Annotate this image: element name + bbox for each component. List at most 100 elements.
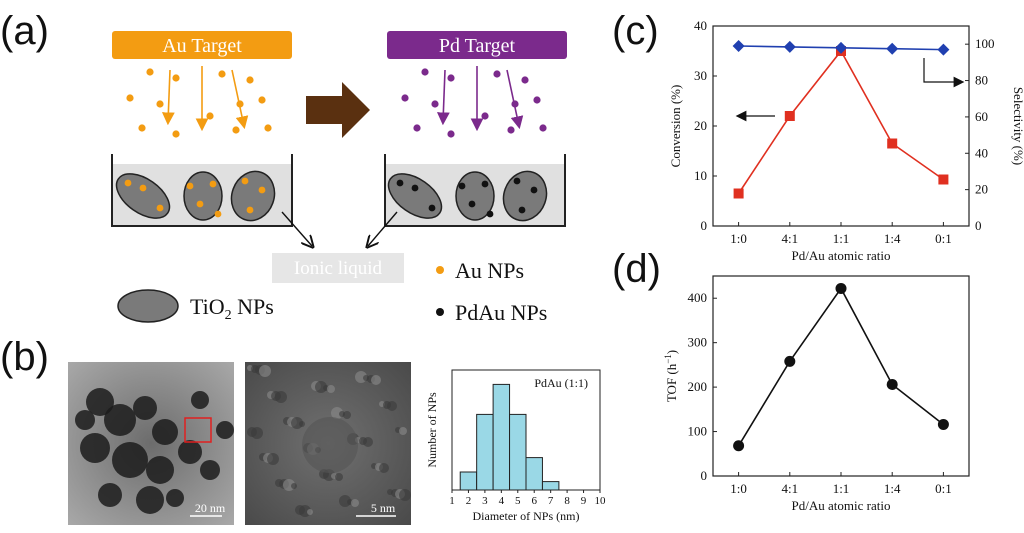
pdau-nanoparticle — [428, 204, 436, 212]
tio2-particle — [502, 170, 548, 222]
histogram-y-axis-label: Number of NPs — [425, 392, 439, 468]
conversion-point — [887, 138, 898, 149]
nanoparticle-cluster — [136, 486, 164, 514]
pdau-nanoparticle — [530, 186, 538, 194]
lattice-texture — [379, 463, 389, 473]
selectivity-point — [886, 42, 899, 55]
au-nanoparticle — [186, 182, 194, 190]
au-nanoparticle — [209, 180, 217, 188]
au-np-legend-dot — [436, 266, 444, 274]
tio2-legend-symbol — [117, 289, 179, 323]
au-nanoparticle — [124, 179, 132, 187]
pd-target-label: Pd Target — [439, 35, 516, 57]
pd-particle — [421, 68, 429, 76]
panel-label-c: (c) — [612, 9, 659, 53]
chart-d-x-axis-label: Pd/Au atomic ratio — [792, 498, 891, 513]
histogram-x-tick-label: 10 — [595, 495, 607, 507]
pd-particle — [481, 112, 489, 120]
nanoparticle-cluster — [191, 391, 209, 409]
chart-c-right-tick-label: 80 — [975, 73, 988, 88]
chart-d-y-tick-label: 0 — [701, 468, 708, 483]
chart-c-left-tick-label: 40 — [694, 18, 707, 33]
au-particle — [172, 74, 180, 82]
nanoparticle-cluster — [133, 396, 157, 420]
nanoparticle-cluster — [200, 460, 220, 480]
au-nanoparticle — [139, 184, 147, 192]
tio2-particle — [230, 170, 276, 222]
lattice-texture — [327, 385, 335, 393]
nanoparticle-cluster — [112, 442, 148, 478]
pdau-nanoparticle — [458, 182, 466, 190]
pdau-nanoparticle — [481, 180, 489, 188]
chart-d-x-tick-label: 4:1 — [781, 481, 798, 496]
au-particle — [138, 124, 146, 132]
chart-c-left-tick-label: 0 — [701, 218, 708, 233]
tof-line — [737, 286, 944, 447]
pd-particle — [507, 126, 515, 134]
conversion-point — [733, 188, 744, 199]
particle-domain — [302, 417, 358, 473]
au-sputter-particles — [126, 66, 272, 138]
selectivity-point — [783, 40, 796, 53]
pd-particle — [413, 124, 421, 132]
histogram-bar — [492, 383, 511, 491]
histogram-x-tick-label: 6 — [531, 495, 537, 507]
histogram-x-tick-label: 8 — [564, 495, 570, 507]
chart-c-right-tick-label: 0 — [975, 218, 982, 233]
histogram-bar — [509, 413, 527, 491]
pd-particle — [447, 130, 455, 138]
chart-c-left-tick-label: 20 — [694, 118, 707, 133]
tof-point — [937, 418, 949, 430]
au-nanoparticle — [196, 200, 204, 208]
panel-label-b: (b) — [0, 335, 49, 379]
process-arrow — [306, 82, 370, 138]
histogram-x-axis-label: Diameter of NPs (nm) — [473, 509, 580, 523]
nanoparticle-cluster — [216, 421, 234, 439]
tof-point — [733, 440, 745, 452]
lattice-texture — [275, 391, 287, 403]
scale-bar-2-label: 5 nm — [371, 501, 396, 515]
chart-c-x-axis-label: Pd/Au atomic ratio — [792, 248, 891, 263]
pd-particle — [533, 96, 541, 104]
nanoparticle-cluster — [80, 433, 110, 463]
au-sputter-arrow — [231, 69, 249, 130]
panel-label-a: (a) — [0, 9, 49, 53]
nanoparticle-cluster — [166, 489, 184, 507]
chart-d-y-tick-label: 400 — [688, 290, 708, 305]
pd-particle — [431, 100, 439, 108]
tof-chart: Pd/Au atomic ratio TOF (h−1) 1:0 4:1 1:1 1:… — [663, 275, 970, 513]
chart-c-right-tick-label: 100 — [975, 36, 995, 51]
selectivity-axis-pointer — [923, 58, 965, 88]
lattice-texture — [371, 375, 381, 385]
conversion-point — [938, 174, 949, 185]
chart-c-left-axis-label: Conversion (%) — [668, 85, 683, 168]
chart-d-x-tick-label: 1:1 — [833, 481, 850, 496]
au-particle — [232, 126, 240, 134]
pd-particle — [521, 76, 529, 84]
scale-bar-1-label: 20 nm — [195, 501, 226, 515]
au-nanoparticle — [246, 206, 254, 214]
histogram-x-tick-label: 7 — [548, 495, 554, 507]
au-particle — [218, 70, 226, 78]
lattice-texture — [343, 411, 351, 419]
lattice-texture — [291, 483, 297, 489]
pd-particle — [539, 124, 547, 132]
au-particle — [206, 112, 214, 120]
lattice-texture — [399, 427, 407, 435]
au-particle — [264, 124, 272, 132]
nanoparticle-cluster — [86, 388, 114, 416]
nanoparticle-cluster — [152, 419, 178, 445]
lattice-texture — [363, 437, 373, 447]
chart-d-x-tick-label: 1:0 — [730, 481, 747, 496]
panel-label-d: (d) — [612, 247, 661, 291]
tof-point — [886, 378, 898, 390]
au-nanoparticle — [214, 210, 222, 218]
pdau-loaded-tio2 — [387, 170, 548, 222]
au-particle — [126, 94, 134, 102]
au-particle — [156, 100, 164, 108]
chart-d-y-tick-label: 200 — [688, 379, 708, 394]
pd-sputter-arrow — [436, 69, 450, 126]
pdau-nanoparticle — [411, 184, 419, 192]
au-nanoparticle — [156, 204, 164, 212]
